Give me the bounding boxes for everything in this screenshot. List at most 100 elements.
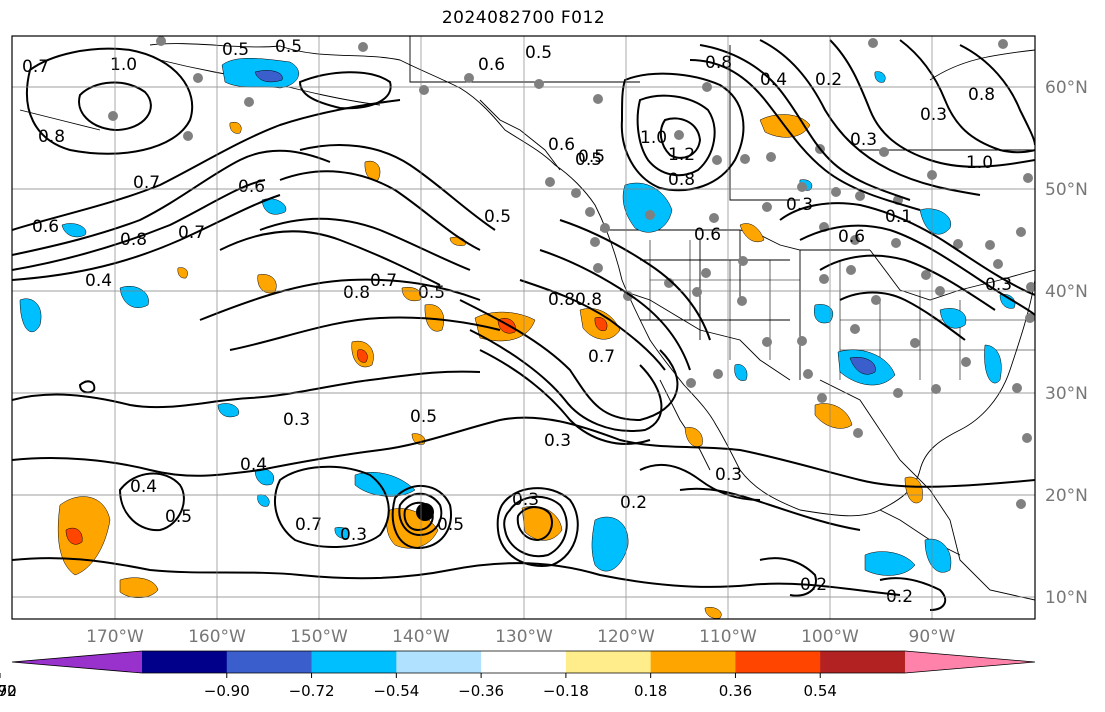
colorbar-outline [11, 650, 1036, 674]
contour-label: 0.4 [130, 477, 157, 497]
contour-label: 0.7 [178, 223, 205, 243]
colorbar-tick-label: −0.54 [373, 682, 419, 700]
colorbar-swatch [311, 651, 397, 673]
colorbar-swatch [820, 651, 906, 673]
colorbar-swatch [142, 651, 228, 673]
contour-label: 0.5 [575, 150, 602, 170]
contour-label: 0.7 [22, 57, 49, 77]
contour-label: 0.8 [575, 290, 602, 310]
colorbar-tick-label: 0.90 [0, 682, 17, 700]
contour-label: 0.6 [478, 55, 505, 75]
map-plot-area: 0.7 1.0 0.5 0.5 0.5 0.6 0.8 0.4 0.2 0.8 … [12, 36, 1035, 619]
lat-label: 40°N [1045, 282, 1088, 302]
colorbar-tick-label: −0.18 [543, 682, 589, 700]
colorbar-swatch [481, 651, 567, 673]
cyclone-center-marker [416, 503, 434, 521]
contour-label: 0.1 [885, 207, 912, 227]
contour-label: 1.0 [110, 55, 137, 75]
colorbar-swatch [396, 651, 482, 673]
colorbar-swatch [565, 651, 652, 673]
colorbar-swatch [226, 651, 313, 673]
contour-label: 1.0 [640, 128, 667, 148]
contour-label: 0.3 [920, 105, 947, 125]
contour-label: 1.0 [966, 153, 993, 173]
contour-label: 0.3 [512, 490, 539, 510]
shaded-fields [19, 58, 1016, 619]
contour-label: 0.3 [786, 195, 813, 215]
contour-label: 0.8 [968, 85, 995, 105]
lon-label: 170°W [86, 627, 144, 647]
contour-label: 0.5 [525, 43, 552, 63]
contour-label-group: 0.7 1.0 0.5 0.5 0.5 0.6 0.8 0.4 0.2 0.8 … [22, 37, 1012, 607]
lon-label: 100°W [801, 627, 859, 647]
longitude-labels: 170°W 160°W 150°W 140°W 130°W 120°W 110°… [86, 627, 956, 647]
colorbar-tick-label: −0.72 [289, 682, 335, 700]
lon-label: 110°W [699, 627, 757, 647]
contour-label: 0.7 [133, 173, 160, 193]
contour-label: 0.2 [800, 575, 827, 595]
contour-label: 0.2 [620, 493, 647, 513]
contour-label: 0.6 [32, 217, 59, 237]
contour-label: 0.6 [694, 225, 721, 245]
lon-label: 130°W [495, 627, 553, 647]
contour-label: 0.4 [85, 271, 112, 291]
lon-label: 140°W [392, 627, 450, 647]
contour-label: 0.3 [850, 130, 877, 150]
contour-label: 0.3 [715, 465, 742, 485]
contour-label: 0.3 [544, 431, 571, 451]
contour-lines [12, 39, 1035, 611]
contour-label: 0.8 [38, 127, 65, 147]
colorbar-extend-high [905, 651, 1035, 673]
colorbar: −0.90 −0.72 −0.54 −0.36 −0.18 0.18 0.36 0.54 0.7… [0, 650, 1036, 700]
contour-label: 0.3 [283, 410, 310, 430]
contour-label: 0.5 [165, 507, 192, 527]
map-frame [11, 35, 1036, 620]
contour-label: 0.7 [295, 515, 322, 535]
lon-label: 150°W [290, 627, 348, 647]
contour-label: 0.2 [815, 70, 842, 90]
colorbar-tick-label: 0.54 [804, 682, 837, 700]
contour-label: 0.7 [588, 347, 615, 367]
lat-label: 60°N [1045, 78, 1088, 98]
contour-label: 0.5 [484, 207, 511, 227]
contour-label: 0.6 [548, 135, 575, 155]
colorbar-tick-label: 0.72 [0, 682, 17, 700]
contour-label: 0.8 [343, 283, 370, 303]
contour-label: 0.6 [838, 227, 865, 247]
lon-label: 120°W [597, 627, 655, 647]
contour-label: 0.5 [578, 147, 605, 167]
lat-label: 50°N [1045, 180, 1088, 200]
contour-label: 0.3 [985, 275, 1012, 295]
contour-label: 0.4 [240, 455, 267, 475]
contour-label: 0.5 [437, 515, 464, 535]
colorbar-tick-label: −0.90 [204, 682, 250, 700]
lon-label: 90°W [909, 627, 956, 647]
contour-label: 0.4 [760, 70, 787, 90]
colorbar-extend-low [12, 651, 142, 673]
colorbar-swatch [735, 651, 821, 673]
contour-label: 0.7 [370, 271, 397, 291]
colorbar-tick-label: −0.36 [458, 682, 504, 700]
contour-label: 0.5 [418, 283, 445, 303]
station-markers [108, 36, 1035, 509]
lon-label: 160°W [188, 627, 246, 647]
colorbar-tick-label: 0.36 [719, 682, 752, 700]
colorbar-tick-label: 0.18 [634, 682, 667, 700]
contour-label: 1.2 [668, 145, 695, 165]
colorbar-swatch [650, 651, 736, 673]
contour-label: 0.3 [340, 525, 367, 545]
lat-label: 20°N [1045, 486, 1088, 506]
lat-label: 10°N [1045, 588, 1088, 608]
coastlines [19, 36, 1035, 601]
borders [649, 240, 1035, 380]
contour-label: 0.5 [410, 407, 437, 427]
latitude-labels: 60°N 50°N 40°N 30°N 20°N 10°N [1045, 78, 1088, 608]
gridlines [12, 36, 1035, 619]
contour-label: 0.8 [668, 170, 695, 190]
contour-label: 0.8 [120, 230, 147, 250]
lat-label: 30°N [1045, 384, 1088, 404]
contour-label: 0.5 [222, 40, 249, 60]
contour-label: 0.6 [238, 177, 265, 197]
contour-label: 0.5 [275, 37, 302, 57]
